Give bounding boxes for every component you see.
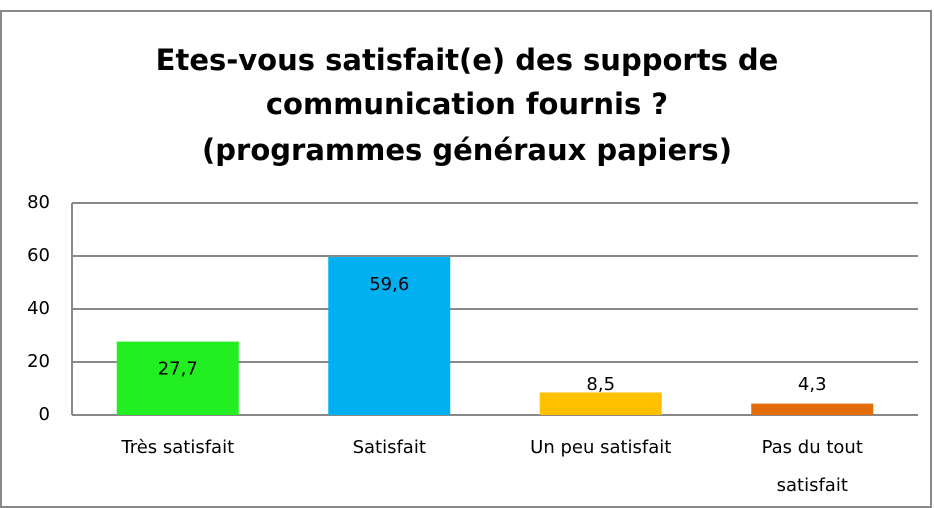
bar	[751, 403, 874, 415]
x-tick-label: Un peu satisfait	[530, 437, 671, 458]
value-label: 4,3	[798, 374, 827, 395]
x-tick-label: Satisfait	[353, 437, 426, 458]
chart-title: (programmes généraux papiers)	[202, 133, 732, 167]
y-tick-label: 20	[27, 351, 50, 372]
value-label: 8,5	[586, 374, 615, 395]
bar	[328, 257, 451, 415]
y-tick-label: 0	[39, 404, 50, 425]
x-tick-label: Très satisfait	[120, 437, 234, 458]
chart-frame	[0, 10, 932, 508]
value-label: 27,7	[158, 359, 198, 380]
chart-title: Etes-vous satisfait(e) des supports de	[156, 43, 779, 77]
y-tick-label: 40	[27, 298, 50, 319]
y-tick-label: 80	[27, 192, 50, 213]
bar	[116, 341, 239, 415]
x-tick-label: Pas du tout satisfait	[762, 437, 863, 496]
chart-title: communication fournis ?	[266, 87, 668, 121]
bar	[539, 392, 662, 415]
y-tick-label: 60	[27, 245, 50, 266]
value-label: 59,6	[369, 274, 409, 295]
